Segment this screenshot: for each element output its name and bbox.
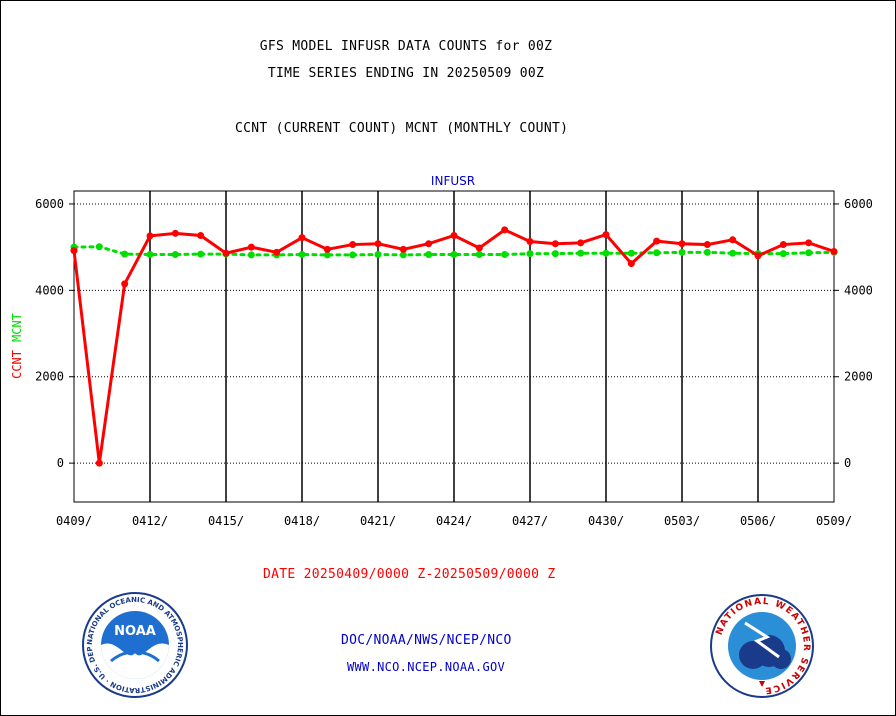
point-mcnt (627, 249, 635, 257)
point-ccnt (627, 260, 635, 268)
y-axis-label-mcnt: MCNT (10, 313, 24, 342)
x-tick-label: 0503/ (664, 514, 700, 528)
point-ccnt (602, 231, 610, 239)
point-mcnt (805, 249, 813, 257)
point-ccnt (830, 247, 838, 255)
point-ccnt (425, 240, 433, 248)
x-tick-label: 0427/ (512, 514, 548, 528)
point-mcnt (374, 250, 382, 258)
point-mcnt (475, 250, 483, 258)
noaa-logo: NATIONAL OCEANIC AND ATMOSPHERIC ADMINIS… (81, 591, 188, 698)
point-mcnt (526, 250, 534, 258)
nws-logo: NATIONAL WEATHER SERVICE (710, 594, 814, 698)
point-ccnt (678, 240, 686, 248)
point-ccnt (703, 241, 711, 249)
point-mcnt (146, 250, 154, 258)
y-axis-label: CCNT MCNT (10, 313, 24, 379)
y-axis-ticks: 0 0 2000 2000 4000 4000 6000 6000 (35, 197, 873, 470)
x-tick-label: 0506/ (740, 514, 776, 528)
point-mcnt (602, 249, 610, 257)
point-ccnt (754, 252, 762, 260)
footer-url-link[interactable]: WWW.NCO.NCEP.NOAA.GOV (347, 660, 506, 674)
point-ccnt (475, 244, 483, 252)
y-tick-label-right: 0 (844, 456, 851, 470)
point-mcnt (121, 250, 129, 258)
point-ccnt (171, 229, 179, 237)
point-ccnt (653, 237, 661, 245)
point-mcnt (729, 249, 737, 257)
point-ccnt (501, 226, 509, 234)
y-tick-label-left: 2000 (35, 370, 64, 384)
point-ccnt (526, 238, 534, 246)
y-tick-label-right: 4000 (844, 283, 873, 297)
point-mcnt (653, 249, 661, 257)
plot-frame (73, 190, 835, 503)
point-ccnt (374, 240, 382, 248)
point-mcnt (323, 251, 331, 259)
date-range: DATE 20250409/0000 Z-20250509/0000 Z (263, 567, 556, 582)
point-ccnt (95, 459, 103, 467)
x-tick-label: 0509/ (816, 514, 852, 528)
point-ccnt (349, 241, 357, 249)
point-mcnt (425, 250, 433, 258)
x-tick-label: 0412/ (132, 514, 168, 528)
x-tick-label: 0409/ (56, 514, 92, 528)
point-ccnt (197, 231, 205, 239)
point-ccnt (805, 239, 813, 247)
noaa-logo-text: NOAA (114, 624, 156, 639)
point-mcnt (247, 251, 255, 259)
x-tick-label: 0418/ (284, 514, 320, 528)
point-mcnt (678, 248, 686, 256)
point-mcnt (779, 250, 787, 258)
y-axis-label-ccnt: CCNT (10, 350, 24, 379)
plot-title: INFUSR (431, 174, 475, 188)
point-ccnt (146, 232, 154, 240)
point-ccnt (222, 249, 230, 257)
point-ccnt (70, 247, 78, 255)
point-mcnt (197, 250, 205, 258)
x-axis-ticks: 0409/0412/0415/0418/0421/0424/0427/0430/… (56, 514, 852, 528)
chart-title-line-2: TIME SERIES ENDING IN 20250509 00Z (267, 66, 545, 81)
point-ccnt (298, 234, 306, 242)
x-tick-label: 0415/ (208, 514, 244, 528)
series-layer (70, 226, 838, 467)
point-ccnt (779, 241, 787, 249)
point-mcnt (551, 250, 559, 258)
y-tick-label-left: 6000 (35, 197, 64, 211)
point-ccnt (450, 231, 458, 239)
point-mcnt (450, 250, 458, 258)
x-tick-label: 0424/ (436, 514, 472, 528)
chart: INFUSR 0 0 2000 2000 4000 4000 6000 6000 0409/0… (10, 174, 873, 528)
point-ccnt (551, 240, 559, 248)
point-ccnt (577, 239, 585, 247)
y-tick-label-left: 4000 (35, 283, 64, 297)
x-tick-label: 0430/ (588, 514, 624, 528)
point-ccnt (323, 245, 331, 253)
point-ccnt (273, 248, 281, 256)
point-mcnt (298, 250, 306, 258)
footer-org-link[interactable]: DOC/NOAA/NWS/NCEP/NCO (341, 633, 512, 648)
point-mcnt (577, 249, 585, 257)
point-mcnt (171, 250, 179, 258)
point-ccnt (247, 243, 255, 251)
y-tick-label-left: 0 (57, 456, 64, 470)
point-ccnt (121, 280, 129, 288)
point-mcnt (349, 251, 357, 259)
point-mcnt (703, 248, 711, 256)
x-tick-label: 0421/ (360, 514, 396, 528)
chart-subtitle: CCNT (CURRENT COUNT) MCNT (MONTHLY COUNT… (235, 121, 569, 136)
y-tick-label-right: 6000 (844, 197, 873, 211)
point-mcnt (95, 243, 103, 251)
y-tick-label-right: 2000 (844, 370, 873, 384)
chart-title-line-1: GFS MODEL INFUSR DATA COUNTS for 00Z (259, 39, 553, 54)
point-ccnt (729, 236, 737, 244)
svg-text:CCNTMCNT: CCNT MCNT (10, 313, 24, 379)
point-ccnt (399, 245, 407, 253)
point-mcnt (501, 250, 509, 258)
point-mcnt (399, 251, 407, 259)
